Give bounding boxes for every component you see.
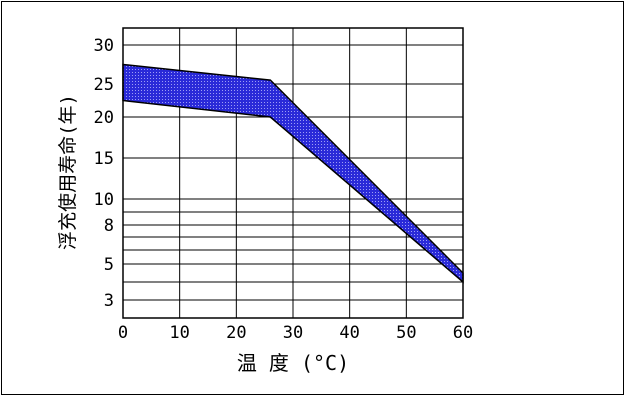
x-tick-label-20: 20 — [226, 323, 246, 343]
y-tick-label-3: 3 — [104, 291, 114, 311]
x-tick-label-10: 10 — [169, 323, 189, 343]
plot-area-border — [122, 27, 464, 319]
y-tick-label-10: 10 — [94, 190, 114, 210]
x-tick-label-0: 0 — [118, 323, 128, 343]
tick-labels: 0 10 20 30 40 50 60 3 5 8 10 15 20 25 30 — [94, 36, 474, 343]
x-tick-label-60: 60 — [453, 323, 473, 343]
y-tick-label-25: 25 — [94, 75, 114, 95]
x-tick-label-40: 40 — [339, 323, 359, 343]
x-tick-label-30: 30 — [283, 323, 303, 343]
plot-border — [122, 27, 464, 319]
y-tick-label-30: 30 — [94, 36, 114, 56]
y-axis-label: 浮充使用寿命(年) — [57, 94, 79, 250]
x-tick-label-50: 50 — [396, 323, 416, 343]
x-axis-label: 温 度 (°C) — [237, 351, 349, 375]
y-tick-label-20: 20 — [94, 108, 114, 128]
y-tick-label-8: 8 — [104, 216, 114, 236]
y-tick-label-5: 5 — [104, 255, 114, 275]
y-tick-label-15: 15 — [94, 149, 114, 169]
